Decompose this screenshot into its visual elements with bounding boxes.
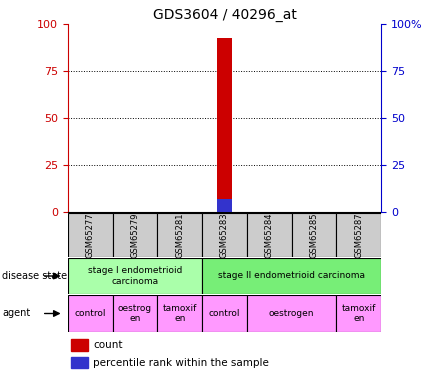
- Text: control: control: [74, 309, 106, 318]
- Text: GSM65281: GSM65281: [175, 212, 184, 258]
- Bar: [217, 199, 232, 212]
- Text: tamoxif
en: tamoxif en: [162, 304, 197, 323]
- Text: percentile rank within the sample: percentile rank within the sample: [93, 358, 269, 368]
- Bar: [71, 339, 88, 351]
- Bar: [113, 213, 157, 257]
- Title: GDS3604 / 40296_at: GDS3604 / 40296_at: [152, 8, 297, 22]
- Text: disease state: disease state: [2, 271, 67, 281]
- Bar: [157, 295, 202, 332]
- Bar: [247, 295, 336, 332]
- Bar: [247, 213, 292, 257]
- Bar: [202, 258, 381, 294]
- Bar: [292, 213, 336, 257]
- Bar: [68, 213, 113, 257]
- Text: GSM65285: GSM65285: [310, 212, 318, 258]
- Bar: [71, 357, 88, 368]
- Text: oestrogen: oestrogen: [269, 309, 314, 318]
- Bar: [336, 295, 381, 332]
- Text: count: count: [93, 340, 123, 350]
- Text: GSM65284: GSM65284: [265, 212, 274, 258]
- Text: control: control: [209, 309, 240, 318]
- Bar: [202, 295, 247, 332]
- Text: agent: agent: [2, 309, 30, 318]
- Bar: [157, 213, 202, 257]
- Text: GSM65287: GSM65287: [354, 212, 363, 258]
- Text: tamoxif
en: tamoxif en: [342, 304, 376, 323]
- Text: GSM65277: GSM65277: [86, 212, 95, 258]
- Text: stage II endometrioid carcinoma: stage II endometrioid carcinoma: [218, 272, 365, 280]
- Bar: [113, 295, 157, 332]
- Text: GSM65283: GSM65283: [220, 212, 229, 258]
- Text: stage I endometrioid
carcinoma: stage I endometrioid carcinoma: [88, 266, 182, 286]
- Text: oestrog
en: oestrog en: [118, 304, 152, 323]
- Bar: [336, 213, 381, 257]
- Bar: [202, 213, 247, 257]
- Text: GSM65279: GSM65279: [131, 212, 139, 258]
- Bar: [217, 38, 232, 212]
- Bar: [68, 295, 113, 332]
- Bar: [68, 258, 202, 294]
